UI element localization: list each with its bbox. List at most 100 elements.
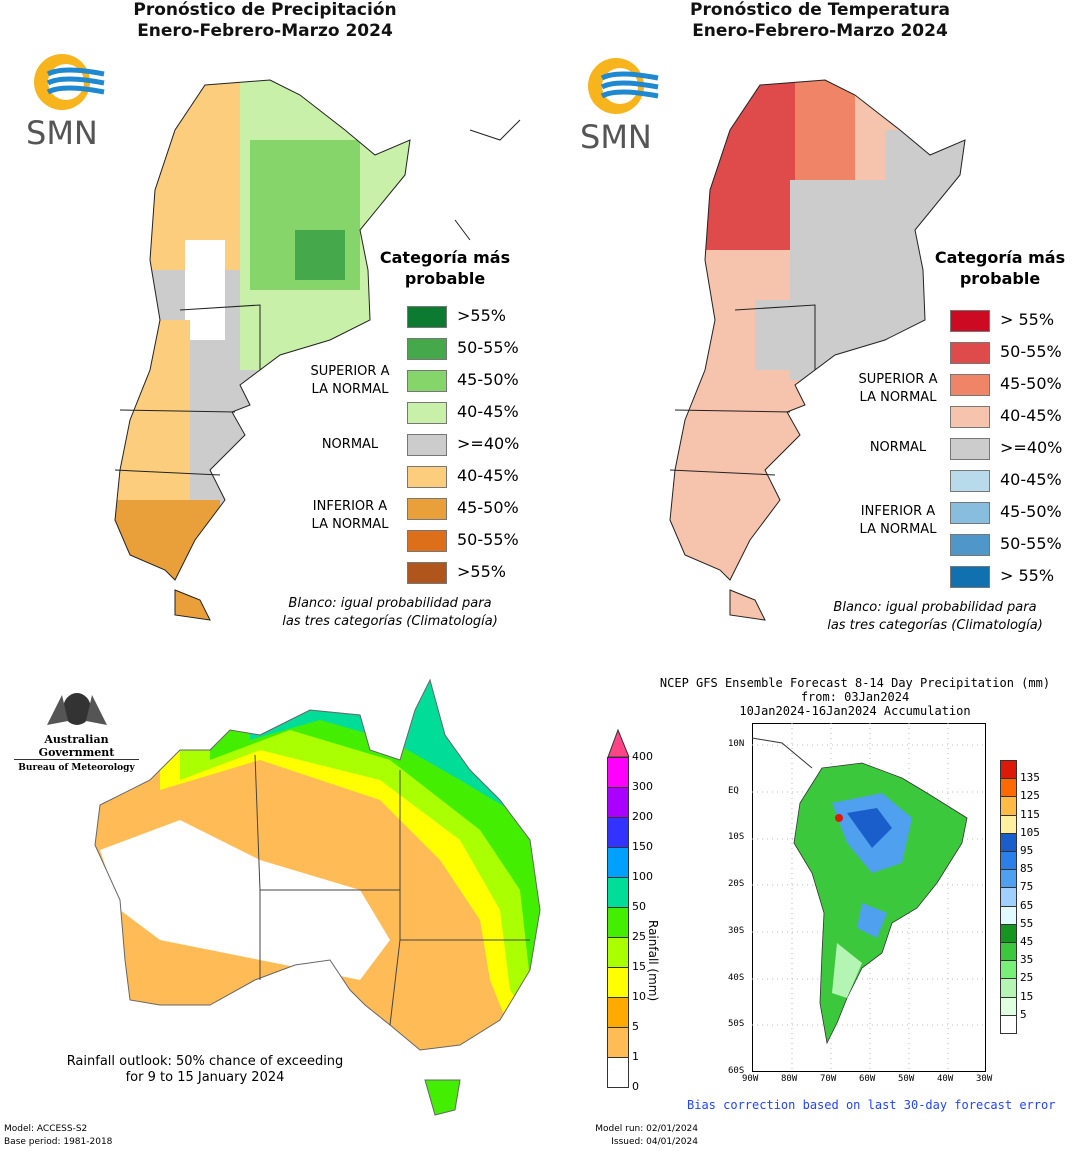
colorbar-tick: 125 [1020,789,1040,803]
base-period-text: Base period: 1981-2018 [4,1137,113,1147]
legend-label: 45-50% [457,370,519,389]
temp-title: Pronóstico de Temperatura Enero-Febrero-… [645,0,995,42]
colorbar-tick: 5 [1020,1007,1027,1021]
colorbar-tick: 1 [632,1050,639,1063]
legend-swatch [950,534,990,556]
temp-note: Blanco: igual probabilidad para las tres … [815,599,1055,635]
colorbar-tick: 135 [1020,771,1040,785]
legend-label: 45-50% [1000,374,1062,393]
australia-rainfall-map [94,679,541,1116]
note-line: las tres categorías (Climatología) [282,614,498,629]
note-line: las tres categorías (Climatología) [827,618,1043,633]
lon-label: 90W [742,1074,759,1084]
caption-line: Rainfall outlook: 50% chance of exceedin… [66,1054,344,1069]
legend-label: >=40% [457,434,520,453]
colorbar-tick: 45 [1020,935,1034,948]
colorbar-tick: 15 [632,960,646,973]
colorbar-tick: 10 [632,990,646,1003]
legend-label: 40-45% [457,466,519,485]
gov-line: Australian Government [14,733,139,760]
precip-argentina-map [114,79,521,621]
legend-label: 50-55% [457,338,519,357]
legend-swatch [950,566,990,588]
ncep-title: NCEP GFS Ensemble Forecast 8-14 Day Prec… [570,676,1087,718]
colorbar-segment [607,757,629,788]
colorbar-segment [607,1027,629,1058]
bias-correction-note: Bias correction based on last 30-day for… [687,1098,1056,1112]
smn-logo: SMN [26,50,106,152]
title-line: Pronóstico de Precipitación [133,0,397,20]
colorbar-segment [1000,851,1017,871]
colorbar-tick: 150 [632,840,653,853]
colorbar-segment [1000,978,1017,998]
colorbar-tick: 65 [1020,898,1034,912]
group-normal: NORMAL [321,437,379,452]
colorbar-segment [1000,869,1017,889]
colorbar-segment [1000,923,1017,943]
group-label: LA NORMAL [859,522,937,537]
colorbar-segment [1000,778,1017,798]
colorbar-segment [1000,760,1017,780]
colorbar-segment [607,997,629,1028]
legend-swatch [407,434,447,456]
title-line: Pronóstico de Temperatura [690,0,950,20]
legend-swatch [950,310,990,332]
lat-label: 10N [728,739,745,749]
group-label: INFERIOR A [860,504,936,519]
legend-swatch [407,370,447,392]
colorbar-segment [1000,960,1017,980]
precip-legend-title: Categoría más probable [370,247,520,289]
title-line: 10Jan2024-16Jan2024 Accumulation [739,704,971,718]
colorbar-segment [1000,887,1017,907]
colorbar-segment [607,817,629,848]
temp-legend-title: Categoría más probable [925,247,1075,289]
colorbar-tick: 85 [1020,862,1034,876]
legend-label: >=40% [1000,438,1063,457]
colorbar-segment [1000,796,1017,816]
legend-label: >55% [457,306,506,325]
legend-label: 40-45% [1000,406,1062,425]
lat-label: 50S [728,1019,745,1030]
title-line: NCEP GFS Ensemble Forecast 8-14 Day Prec… [659,676,1051,690]
colorbar-tick: 25 [1020,971,1034,985]
south-america-precip-map [752,723,987,1073]
colorbar-segment [607,1057,629,1088]
legend-swatch [950,502,990,524]
precip-note: Blanco: igual probabilidad para las tres … [270,595,510,631]
group-below: INFERIOR A LA NORMAL [848,503,948,539]
title-line: Enero-Febrero-Marzo 2024 [692,21,948,41]
lon-label: 70W [820,1074,837,1084]
lon-label: 60W [859,1074,876,1084]
lon-label: 30W [976,1074,993,1084]
group-label: LA NORMAL [859,390,937,405]
colorbar-segment [1000,814,1017,834]
smn-logo-icon [588,58,659,114]
colorbar-tick: 105 [1020,825,1040,839]
legend-label: 45-50% [457,498,519,517]
legend-label: > 55% [1000,310,1055,329]
lat-label: 10S [728,832,745,843]
colorbar-segment [607,787,629,818]
colorbar-tick: 35 [1020,953,1034,967]
logo-text: SMN [26,114,98,152]
legend-label: 45-50% [1000,502,1062,521]
legend-swatch [950,406,990,428]
title-line: from: 03Jan2024 [800,690,910,704]
smn-logo-icon [34,54,105,110]
legend-swatch [407,306,447,328]
colorbar-segment [607,847,629,878]
colorbar-tick: 95 [1020,844,1034,857]
colorbar-segment [1000,996,1017,1016]
lat-label: 40S [728,972,745,983]
lon-label: 50W [898,1074,915,1084]
temp-argentina-map [669,79,966,621]
colorbar-extend-arrow [607,729,630,757]
legend-label: >55% [457,562,506,581]
lat-label: 30S [728,925,745,936]
lat-label: 20S [728,879,745,890]
colorbar-tick: 25 [632,930,646,943]
legend-title-line: probable [959,269,1041,288]
legend-label: 50-55% [1000,534,1062,553]
group-above: SUPERIOR A LA NORMAL [848,371,948,407]
group-normal: NORMAL [869,440,927,455]
